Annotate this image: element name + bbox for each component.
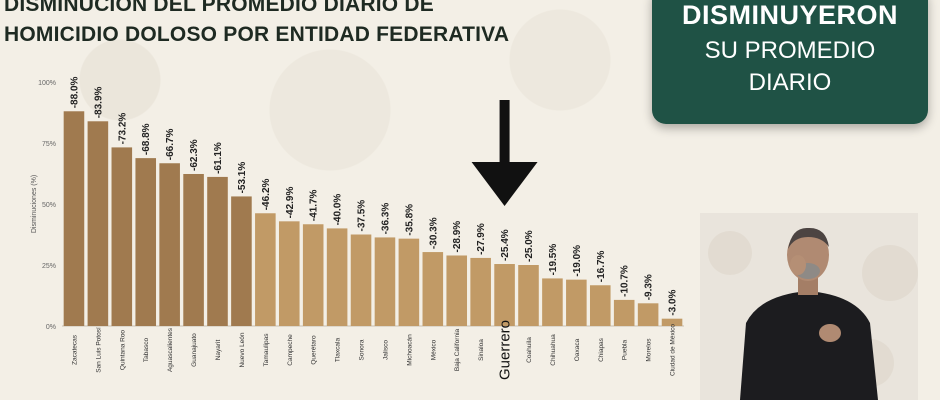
category-label: Nuevo León (239, 332, 246, 367)
bar (494, 264, 515, 326)
bar (183, 173, 204, 326)
data-label: -30.3% (428, 217, 439, 249)
category-label: Querétaro (311, 335, 318, 365)
data-label: -73.2% (117, 113, 128, 145)
data-label: -37.5% (357, 200, 368, 232)
sign-language-interpreter-video (700, 213, 918, 400)
category-label: Nayarit (215, 340, 222, 361)
data-label: -53.1% (237, 162, 248, 194)
data-label: -61.1% (213, 142, 224, 174)
bar (278, 221, 300, 326)
data-label: -42.9% (285, 187, 296, 219)
category-label: Tamaulipas (263, 333, 270, 367)
bar (637, 303, 659, 326)
bar (231, 196, 252, 326)
y-tick-label: 75% (42, 141, 56, 148)
bar (613, 299, 635, 326)
bar (135, 158, 157, 326)
category-label: Quintana Roo (119, 330, 126, 370)
data-label: -66.7% (165, 128, 176, 160)
bar (398, 238, 420, 326)
bar (374, 237, 396, 326)
bar (207, 176, 228, 326)
category-label: Zacatecas (71, 334, 78, 365)
data-label: -36.3% (380, 203, 391, 235)
y-tick-label: 0% (46, 324, 56, 331)
category-label: Ciudad de México (670, 324, 677, 376)
y-axis-label: Disminuciones (%) (31, 175, 38, 233)
category-label: Sonora (359, 339, 366, 360)
bar (326, 228, 348, 326)
data-label: -68.8% (141, 123, 152, 155)
category-label: Campeche (287, 334, 294, 366)
data-label: -25.0% (524, 230, 535, 262)
badge-line-2: SU PROMEDIO (704, 37, 876, 64)
data-label: -35.8% (404, 204, 415, 236)
category-label: México (430, 339, 437, 360)
category-label: Oaxaca (574, 338, 581, 361)
category-label: Baja California (454, 328, 461, 371)
data-label: -3.0% (668, 289, 679, 315)
bar (350, 234, 372, 326)
data-label: -40.0% (333, 194, 344, 226)
category-label: Sinaloa (478, 339, 485, 361)
y-tick-label: 50% (42, 202, 56, 209)
bar (542, 278, 563, 326)
bar (87, 121, 109, 326)
interpreter-figure (700, 213, 918, 400)
data-label: -27.9% (476, 223, 487, 255)
data-label: -83.9% (93, 86, 104, 118)
bar (566, 279, 587, 326)
category-label: Jalisco (382, 340, 389, 360)
chart-title: DISMINUCIÓN DEL PROMEDIO DIARIO DE HOMIC… (4, 0, 509, 50)
data-label: -88.0% (69, 76, 80, 108)
data-label: -62.3% (189, 139, 200, 171)
data-label: -28.9% (452, 221, 463, 253)
bar (470, 257, 491, 326)
title-line-2: HOMICIDIO DOLOSO POR ENTIDAD FEDERATIVA (4, 23, 510, 46)
bar (111, 147, 133, 326)
category-label: Chiapas (598, 337, 605, 362)
category-label-highlight: Guerrero (497, 320, 514, 380)
category-label: Guanajuato (191, 333, 198, 367)
bar (302, 224, 324, 326)
category-label: Chihuahua (550, 334, 557, 366)
data-label: -16.7% (596, 250, 607, 282)
title-line-1: DISMINUCIÓN DEL PROMEDIO DIARIO DE (4, 0, 434, 16)
category-label: San Luis Potosí (95, 327, 102, 373)
category-label: Morelos (646, 338, 653, 362)
y-tick-label: 100% (38, 80, 56, 87)
summary-badge: DISMINUYERON SU PROMEDIO DIARIO (652, 0, 928, 124)
bar (589, 285, 611, 326)
bar (446, 255, 468, 326)
category-label: Puebla (622, 340, 629, 361)
category-label: Coahuila (526, 337, 533, 363)
category-label: Michoacán (406, 334, 413, 366)
badge-line-3: DIARIO (748, 69, 832, 96)
down-arrow-icon (471, 162, 538, 206)
data-label: -41.7% (309, 189, 320, 221)
category-label: Aguascalientes (167, 327, 174, 372)
data-label: -25.4% (500, 229, 511, 261)
bar (518, 265, 539, 326)
down-arrow-icon-shaft (499, 100, 510, 164)
category-label: Tlaxcala (335, 338, 342, 363)
bar (255, 213, 276, 326)
bar (159, 163, 180, 326)
data-label: -9.3% (644, 274, 655, 300)
data-label: -10.7% (620, 265, 631, 297)
bar (661, 318, 683, 326)
data-label: -19.0% (572, 245, 583, 277)
data-label: -19.5% (548, 244, 559, 276)
bar (63, 111, 85, 326)
y-tick-label: 25% (42, 263, 56, 270)
category-label: Tabasco (143, 338, 150, 363)
badge-line-1: DISMINUYERON (681, 0, 898, 30)
data-label: -46.2% (261, 178, 272, 210)
bar (422, 252, 444, 326)
